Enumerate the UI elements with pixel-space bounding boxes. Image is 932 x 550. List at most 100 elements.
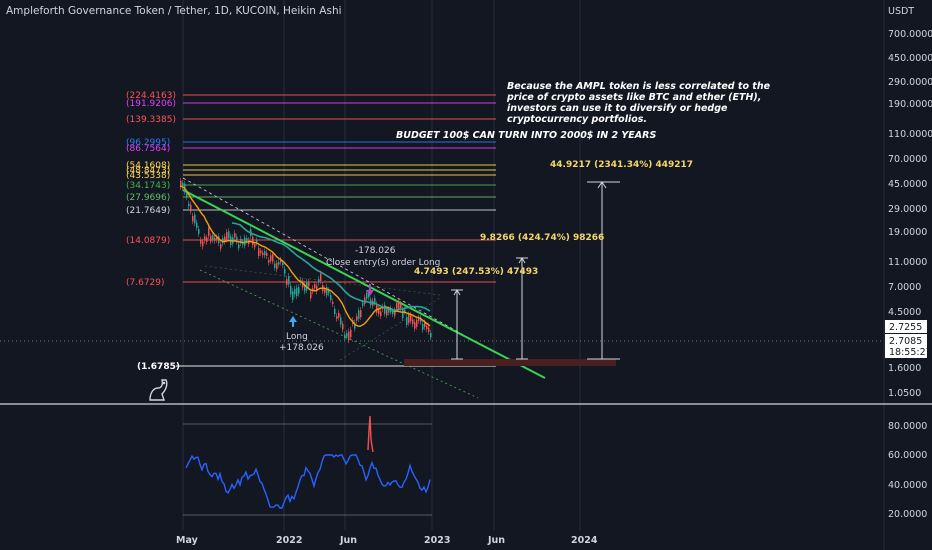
channel-lines: [182, 177, 546, 399]
candle-body: [262, 252, 264, 256]
time-tick-label: Jun: [487, 535, 505, 546]
target3-label: 4.7493 (247.53%) 47493: [414, 267, 538, 277]
candle-body: [216, 237, 218, 241]
channel-upper-dotted: [182, 177, 495, 353]
candle-body: [384, 304, 386, 314]
candle-body: [358, 310, 360, 319]
candle-body: [356, 316, 358, 321]
trade-long-value: +178.026: [279, 343, 324, 353]
fib-level-label: (191.9206): [126, 99, 176, 109]
fib-level-label: (21.7649): [126, 206, 170, 216]
time-tick-label: 2024: [571, 535, 598, 546]
price-tick-label: 1.0500: [888, 388, 921, 399]
rsi-axis[interactable]: 80.0000 60.0000 40.0000 20.0000: [888, 421, 927, 520]
heikin-ashi-candles: [180, 177, 432, 344]
fib-level-label: (27.9696): [126, 193, 170, 203]
candle-body: [218, 236, 220, 244]
price-tick-label: 190.0000: [888, 99, 932, 110]
candle-body: [252, 236, 254, 245]
candle-body: [186, 193, 188, 198]
candle-body: [298, 287, 300, 294]
candle-body: [380, 311, 382, 317]
svg-text:cryptocurrency portfolios.: cryptocurrency portfolios.: [507, 114, 647, 125]
candle-body: [214, 237, 216, 241]
candle-body: [420, 317, 422, 322]
candle-body: [288, 276, 290, 285]
candle-body: [332, 301, 334, 304]
candle-body: [256, 240, 258, 243]
candle-body: [308, 281, 310, 287]
candle-body: [206, 237, 208, 242]
trade-close-value: -178.026: [355, 246, 396, 256]
channel-lower-dotted: [199, 269, 479, 399]
candle-body: [386, 309, 388, 316]
candle-body: [208, 227, 210, 237]
price-tick-label: 1.6000: [888, 363, 921, 374]
fib-level-label: (224.4163): [126, 91, 176, 101]
candle-body: [328, 290, 330, 294]
candle-body: [316, 285, 318, 292]
candle-body: [330, 295, 332, 300]
candle-body: [200, 239, 202, 244]
price-tick-label: 4.5000: [888, 307, 921, 318]
price-badges: 2.7255 2.7085 18:55:27: [885, 320, 932, 358]
candle-body: [354, 322, 356, 329]
candle-body: [286, 279, 288, 285]
candle-body: [228, 231, 230, 239]
candle-body: [334, 308, 336, 315]
rsi-tick-label: 40.0000: [888, 480, 927, 491]
candle-body: [428, 327, 430, 332]
svg-text:investors can use it to divers: investors can use it to diversify or hed…: [507, 103, 728, 114]
price-tick-label: 7.0000: [888, 282, 921, 293]
time-tick-label: 2022: [276, 535, 302, 546]
candle-body: [410, 314, 412, 322]
price-axis[interactable]: 700.0000 450.0000 290.0000 190.0000 110.0000…: [888, 29, 932, 399]
candle-body: [234, 233, 236, 238]
rsi-pane: [183, 415, 432, 516]
candle-body: [196, 222, 198, 228]
price-tick-label: 450.0000: [888, 53, 932, 64]
price-tick-label: 45.0000: [888, 179, 927, 190]
candle-body: [274, 263, 276, 268]
candle-body: [238, 244, 240, 249]
candle-body: [426, 326, 428, 330]
candle-body: [348, 331, 350, 341]
candle-body: [310, 291, 312, 299]
candle-body: [346, 333, 348, 337]
candle-body: [290, 285, 292, 295]
fib-level-label: (14.0879): [126, 236, 170, 246]
rsi-tick-label: 20.0000: [888, 509, 927, 520]
candle-body: [276, 262, 278, 270]
channel-cross-dotted: [339, 297, 441, 361]
currency-label: USDT: [888, 6, 914, 17]
candle-body: [224, 236, 226, 242]
target2-label: 9.8266 (424.74%) 98266: [480, 233, 604, 243]
candle-body: [254, 244, 256, 248]
candle-body: [424, 322, 426, 327]
price-tick-label: 19.0000: [888, 227, 927, 238]
fib-level-label: (7.6729): [126, 278, 165, 288]
trade-long-label: Long: [286, 332, 308, 342]
fib-levels: (224.4163)(191.9206)(139.3385)(96.2995)(…: [126, 91, 496, 372]
candle-body: [226, 232, 228, 240]
fib-level-label: (86.7564): [126, 144, 170, 154]
candle-body: [408, 314, 410, 323]
candle-body: [336, 316, 338, 319]
fib-level-label: (54.1608): [126, 161, 170, 171]
candle-body: [258, 248, 260, 257]
price-tick-label: 110.0000: [888, 129, 932, 140]
candle-body: [194, 214, 196, 224]
candle-body: [272, 254, 274, 262]
candle-body: [344, 334, 346, 339]
candle-body: [240, 238, 242, 244]
candle-body: [188, 203, 190, 207]
candle-body: [422, 324, 424, 330]
price-tick-label: 290.0000: [888, 77, 932, 88]
candle-body: [296, 287, 298, 297]
time-axis[interactable]: May 2022 Jun 2023 Jun 2024: [176, 535, 598, 546]
candle-body: [402, 309, 404, 319]
candle-body: [400, 303, 402, 308]
candle-body: [396, 303, 398, 309]
candle-body: [412, 319, 414, 325]
